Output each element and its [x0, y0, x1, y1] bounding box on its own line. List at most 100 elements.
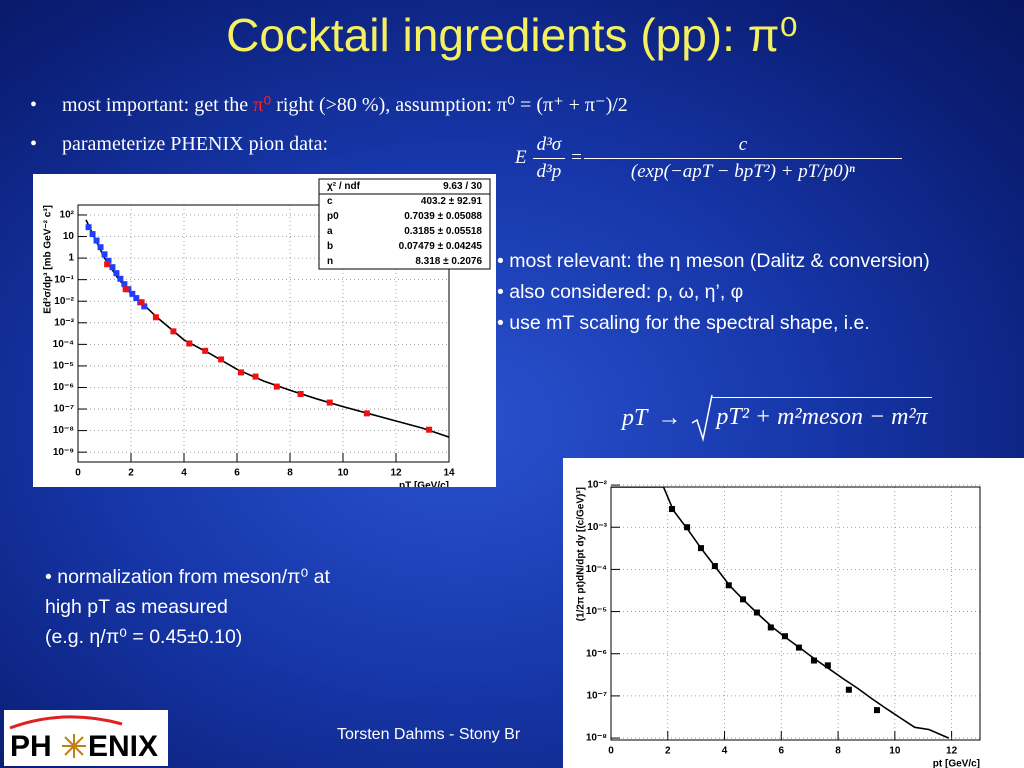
data-point: [697, 545, 704, 552]
y-tick-label: 10⁻⁶: [53, 382, 74, 393]
x-tick-label: 10: [889, 746, 901, 757]
formula-term: c: [583, 132, 902, 159]
plot-frame: [610, 486, 981, 741]
x-tick-label: 12: [390, 468, 402, 479]
data-point: [186, 340, 193, 347]
y-tick-label: 10⁻³: [54, 317, 74, 328]
data-point: [101, 251, 108, 258]
notes: • most relevant: the η meson (Dalitz & c…: [497, 246, 997, 339]
y-tick-label: 10⁻⁸: [586, 733, 607, 744]
y-tick-label: 10⁻⁷: [53, 404, 74, 415]
y-axis-label: (1/2π pt)dN/dpt dy [(c/GeV)²]: [576, 487, 587, 621]
x-tick-label: 0: [75, 468, 81, 479]
data-point: [117, 275, 124, 282]
fit-formula: E d³σ d³p = c (exp(−apT − bpT²) + pT/p0)ⁿ: [515, 132, 904, 184]
note-line: (e.g. η/π⁰ = 0.45±0.10): [45, 626, 243, 648]
radical-sign: [691, 394, 714, 442]
y-tick-label: 10⁻²: [587, 480, 607, 491]
data-point: [89, 231, 96, 238]
formula-term: d³σ: [532, 132, 566, 159]
x-axis-label: pt [GeV/c]: [933, 759, 980, 768]
formula-term: →: [657, 404, 682, 431]
data-point: [122, 286, 129, 293]
logo: PH ENIX: [4, 710, 168, 766]
x-tick-label: 2: [665, 746, 671, 757]
data-point: [170, 328, 177, 335]
data-point: [739, 596, 746, 603]
y-tick-label: 10⁻²: [54, 296, 74, 307]
fit-plot: 0 2 4 6 8 10 12 14 10⁻⁹ 10⁻⁸ 10⁻⁷ 10⁻⁶ 10⁻⁵ 10⁻⁴ 10⁻³ 1…: [33, 174, 496, 487]
mt-plot: 0 2 4 6 8 10 12 10⁻⁸ 10⁻⁷ 10⁻⁶ 10⁻⁵ 10⁻⁴ 10⁻³ 10⁻² pt …: [563, 458, 1024, 768]
data-point: [781, 633, 788, 640]
y-tick-label: 10²: [60, 210, 75, 221]
y-tick-label: 10⁻⁵: [586, 606, 607, 617]
formula-term: d³p: [536, 160, 562, 182]
data-point: [202, 347, 209, 354]
note-line: • normalization from meson/π⁰ at: [45, 566, 330, 588]
y-tick-label: 10⁻⁷: [586, 691, 607, 702]
data-point: [767, 624, 774, 631]
data-point: [152, 314, 159, 321]
stats-label: c: [327, 196, 333, 207]
y-tick-label: 10⁻⁴: [586, 564, 607, 575]
bullet: • parameterize PHENIX pion data:: [30, 133, 328, 156]
formula-term: E: [515, 147, 527, 169]
data-point: [104, 261, 111, 268]
note: • use mT scaling for the spectral shape,…: [497, 312, 870, 334]
stats-value: 8.318 ± 0.2076: [415, 256, 482, 267]
y-tick-label: 10⁻⁹: [53, 447, 74, 458]
y-tick-label: 10⁻⁴: [53, 339, 74, 350]
formula-term: =: [571, 147, 582, 169]
plot-area: [85, 219, 449, 438]
data-point: [237, 369, 244, 376]
x-axis-label: pT [GeV/c]: [399, 481, 449, 487]
data-point: [711, 563, 718, 570]
x-tick-label: 6: [779, 746, 785, 757]
x-tick-label: 10: [337, 468, 349, 479]
bullet-marker: •: [30, 133, 38, 155]
bullet: • most important: get the π⁰ right (>80 %…: [30, 92, 628, 117]
data-point: [297, 390, 304, 397]
bullet-highlight: π⁰: [253, 94, 272, 116]
stats-value: 403.2 ± 92.91: [421, 196, 483, 207]
y-tick-label: 10: [63, 231, 75, 242]
data-point: [85, 224, 92, 231]
note: • also considered: ρ, ω, η’, φ: [497, 281, 744, 303]
fit-line: [611, 487, 950, 739]
data-point: [426, 426, 433, 433]
formula-term: (exp(−apT − bpT²) + pT/p0)ⁿ: [630, 160, 855, 182]
data-point: [753, 609, 760, 616]
plot-frame: [77, 204, 450, 463]
formula-term: pT² + m²meson − m²π: [712, 397, 932, 431]
note-line: high pT as measured: [45, 596, 228, 618]
data-point: [684, 524, 691, 531]
bullet-text: right (>80 %), assumption: π⁰ = (π⁺ + π⁻…: [271, 94, 628, 116]
fraction: c (exp(−apT − bpT²) + pT/p0)ⁿ: [583, 132, 902, 184]
x-tick-label: 4: [722, 746, 728, 757]
mt-formula: pT → pT² + m²meson − m²π: [622, 393, 932, 443]
stats-value: 0.7039 ± 0.05088: [404, 211, 482, 222]
y-tick-label: 10⁻⁸: [53, 425, 74, 436]
data-point: [105, 257, 112, 264]
x-tick-label: 6: [234, 468, 240, 479]
logo-star: [62, 734, 86, 758]
y-tick-label: 10⁻⁶: [586, 648, 607, 659]
data-point: [93, 237, 100, 244]
logo-text: ENIX: [88, 730, 158, 763]
data-point: [273, 383, 280, 390]
x-tick-label: 14: [443, 468, 455, 479]
data-point: [121, 281, 128, 288]
stats-value: 0.3185 ± 0.05518: [404, 226, 482, 237]
stats-label: p0: [327, 211, 339, 222]
data-point: [218, 356, 225, 363]
note: • most relevant: the η meson (Dalitz & c…: [497, 250, 930, 272]
logo-swoosh: [9, 715, 123, 730]
y-tick-label: 10⁻³: [587, 522, 607, 533]
data-point: [138, 299, 145, 306]
data-point: [845, 686, 852, 693]
bullet-text: most important: get the: [62, 94, 254, 116]
logo-text: PH: [10, 730, 52, 763]
plot-area: [611, 487, 950, 739]
y-tick-label: 10⁻⁵: [53, 361, 74, 372]
